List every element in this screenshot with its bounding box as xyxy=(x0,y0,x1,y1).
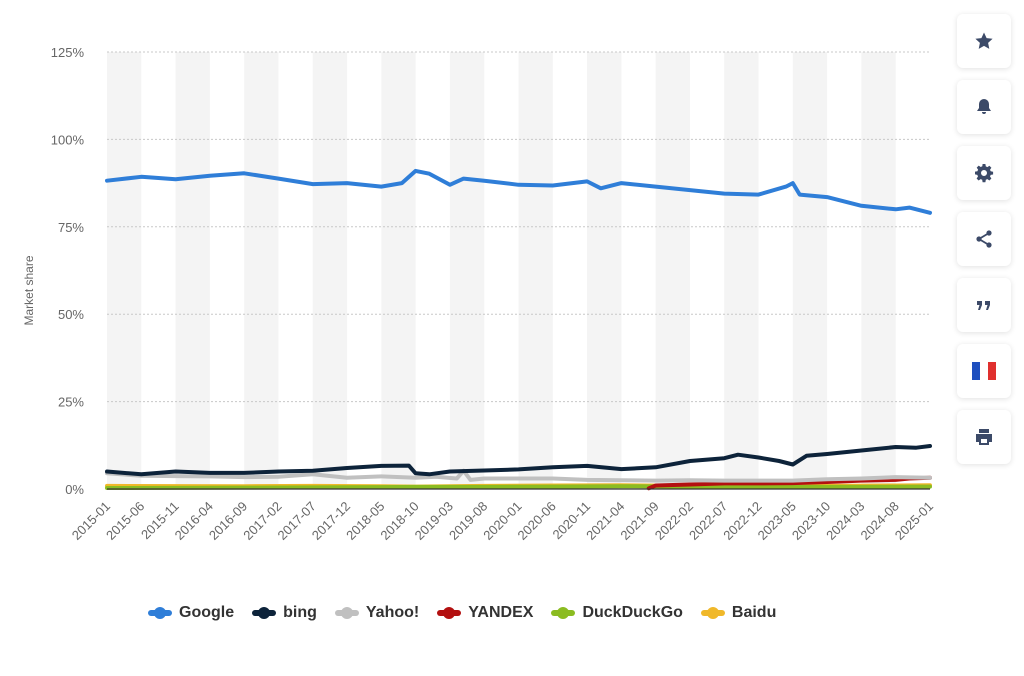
share-icon xyxy=(976,230,992,248)
plot-band xyxy=(244,52,279,489)
plot-band xyxy=(312,52,348,489)
language-button[interactable] xyxy=(957,344,1011,398)
plot-band xyxy=(655,52,690,489)
series-line-duckduckgo xyxy=(105,484,932,490)
plot-band xyxy=(861,52,896,489)
plot-band xyxy=(381,52,416,489)
legend-label: Yahoo! xyxy=(365,604,420,621)
y-tick-label: 50% xyxy=(58,307,84,322)
x-tick-label: 2015-06 xyxy=(103,499,147,543)
share-button[interactable] xyxy=(957,212,1011,266)
legend-swatch xyxy=(252,607,277,619)
plot-band xyxy=(175,52,210,489)
x-tick-label: 2020-06 xyxy=(515,499,559,543)
quote-icon xyxy=(977,301,990,310)
legend-swatch xyxy=(700,607,725,619)
legend-label: YANDEX xyxy=(468,604,534,621)
chart-legend: Google bing Yahoo! YANDEX DuckDuckGo Baidu xyxy=(148,604,776,622)
series-line-yandex xyxy=(646,475,932,491)
legend-swatch xyxy=(437,607,462,619)
series-line-google xyxy=(105,168,932,215)
y-tick-label: 25% xyxy=(58,395,84,410)
chart: 0%25%50%75%100%125%Market share2015-0120… xyxy=(22,45,936,543)
y-tick-label: 100% xyxy=(51,132,85,147)
y-tick-label: 0% xyxy=(65,482,84,497)
print-button[interactable] xyxy=(957,410,1011,464)
y-tick-label: 125% xyxy=(51,45,85,60)
series-line-bing xyxy=(105,444,932,477)
plot-band xyxy=(724,52,759,489)
plot-band xyxy=(792,52,828,489)
legend-swatch xyxy=(148,607,172,619)
plot-band xyxy=(587,52,622,489)
legend-item-baidu[interactable]: Baidu xyxy=(700,604,777,622)
legend-label: Baidu xyxy=(731,604,777,621)
legend-item-yahoo[interactable]: Yahoo! xyxy=(334,604,420,622)
plot-band xyxy=(518,52,553,489)
legend-item-google[interactable]: Google xyxy=(148,604,234,622)
legend-label: DuckDuckGo xyxy=(582,604,683,621)
settings-button[interactable] xyxy=(957,146,1011,200)
x-tick-label: 2025-01 xyxy=(892,499,936,543)
legend-label: bing xyxy=(283,604,317,621)
legend-label: Google xyxy=(179,604,235,621)
notification-button[interactable] xyxy=(957,80,1011,134)
legend-item-yandex[interactable]: YANDEX xyxy=(437,604,533,622)
favorite-button[interactable] xyxy=(957,14,1011,68)
legend-item-duckduckgo[interactable]: DuckDuckGo xyxy=(551,604,683,622)
flag-france-icon xyxy=(972,362,996,380)
legend-swatch xyxy=(551,607,576,619)
y-axis-title: Market share xyxy=(22,255,36,325)
bell-icon xyxy=(977,99,991,114)
legend-swatch xyxy=(334,607,359,619)
series-line-yahoo xyxy=(105,468,932,483)
plot-band xyxy=(107,52,142,489)
plot-band xyxy=(449,52,485,489)
y-tick-label: 75% xyxy=(58,220,84,235)
side-toolbar xyxy=(957,14,1011,464)
print-icon xyxy=(976,429,992,445)
gear-icon xyxy=(975,164,994,183)
legend-item-bing[interactable]: bing xyxy=(252,604,317,622)
star-icon xyxy=(975,32,993,49)
cite-button[interactable] xyxy=(957,278,1011,332)
